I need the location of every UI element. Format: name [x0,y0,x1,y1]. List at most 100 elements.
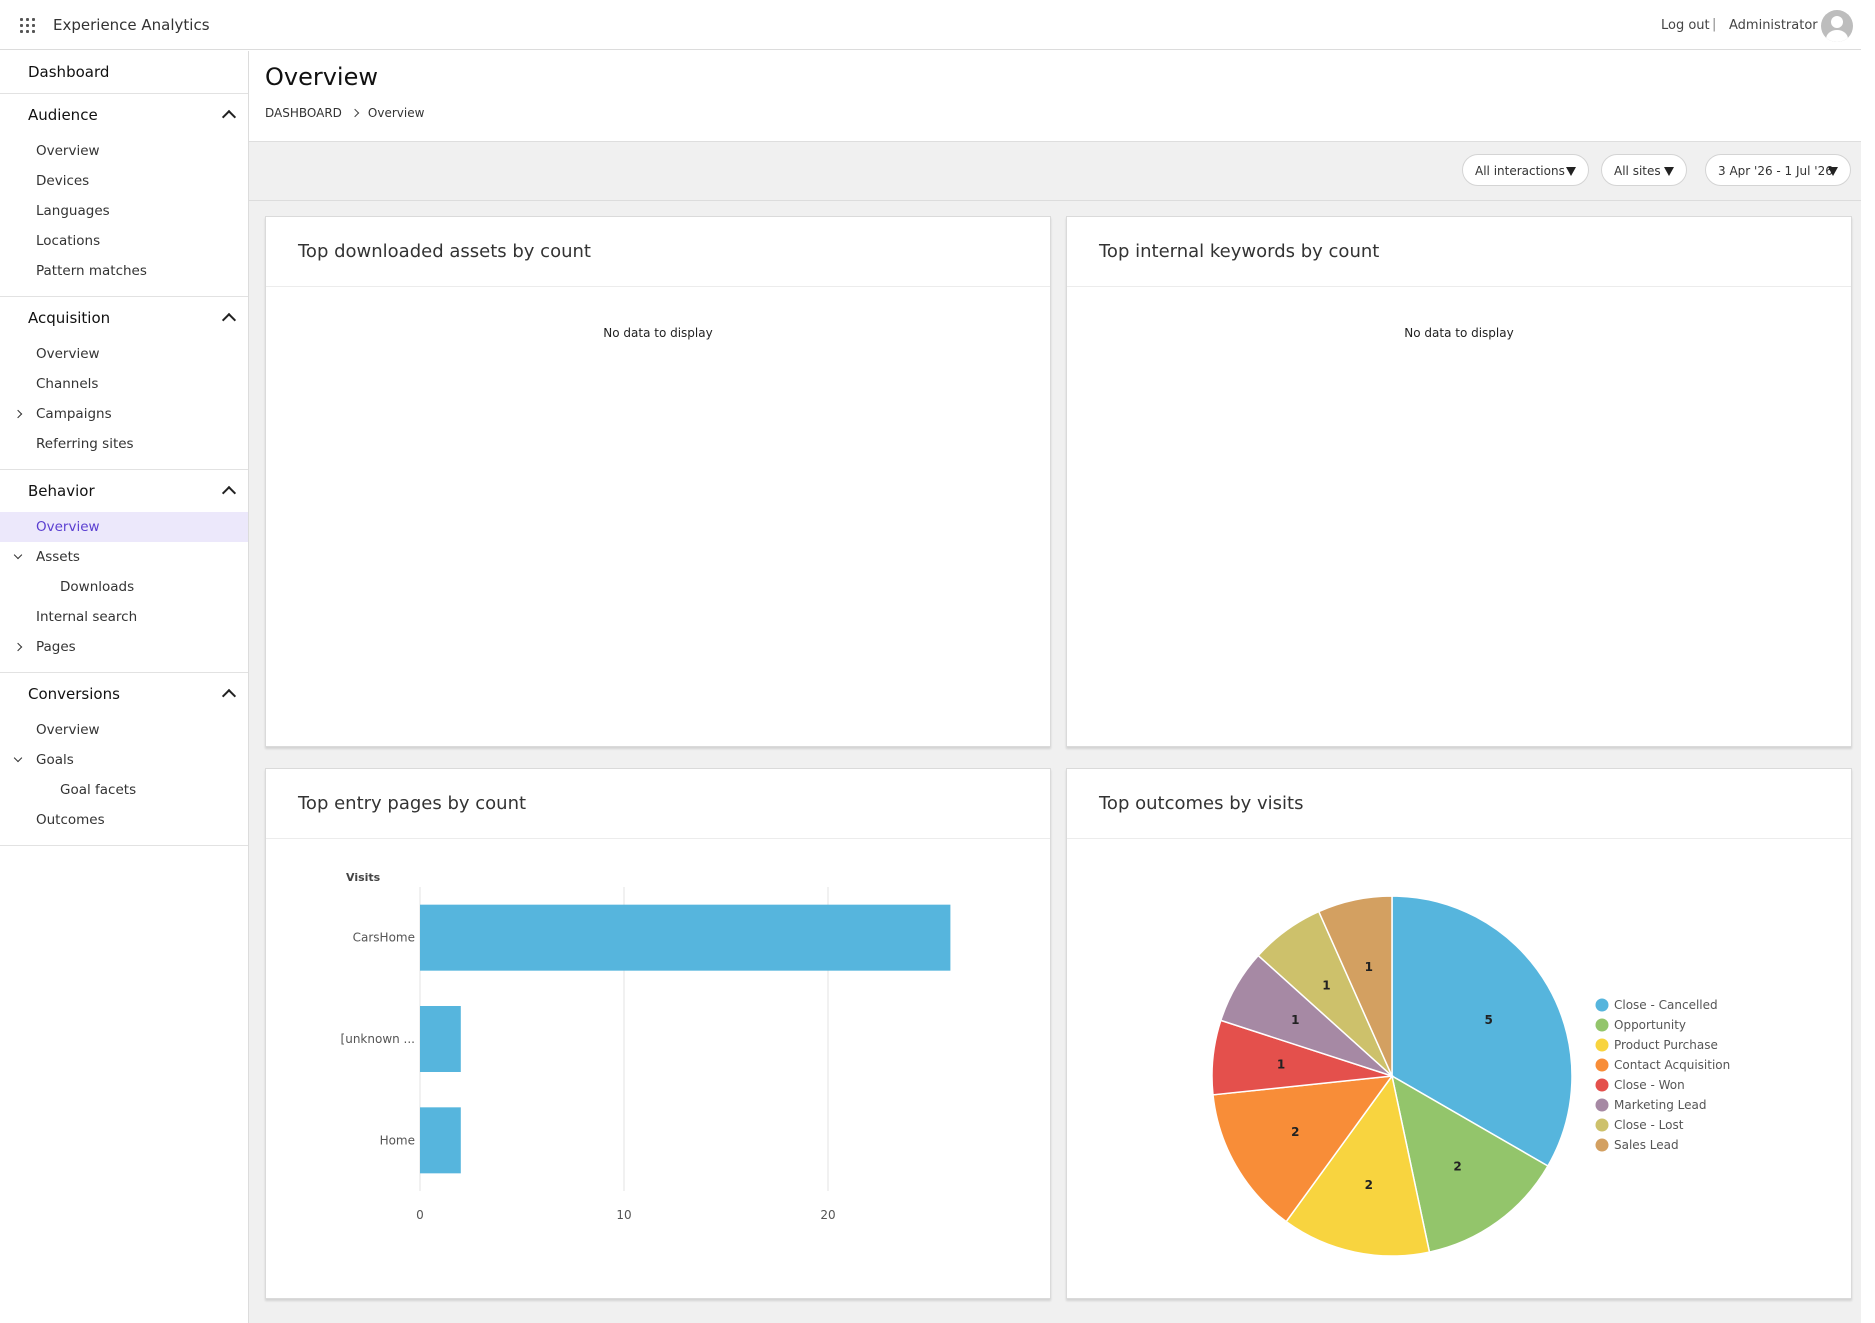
pie-slice [1212,1075,1394,1223]
sidebar-heading-label: Acquisition [28,309,111,327]
card-divider [266,838,1050,839]
category-label: CarsHome [353,931,415,945]
user-avatar-icon[interactable] [1821,10,1853,42]
card-top-downloaded-assets: Top downloaded assets by count No data t… [265,216,1051,747]
no-data-message: No data to display [1404,326,1514,340]
page-header: Overview DASHBOARD Overview [249,51,1861,142]
card-divider [266,286,1050,287]
chevron-up-icon [221,312,237,328]
logout-link[interactable]: Log out [1661,18,1710,33]
sidebar-heading-acquisition[interactable]: Acquisition [0,297,248,339]
filter-bar: All interactions All sites 3 Apr '26 - 1… [249,142,1861,201]
sidebar-item-assets[interactable]: Assets [0,542,248,572]
sidebar-item-behavior-overview[interactable]: Overview [0,512,248,542]
slice-value-label: 2 [1453,1159,1461,1173]
sidebar-item-campaigns[interactable]: Campaigns [0,399,248,429]
sidebar-item-languages[interactable]: Languages [36,203,110,219]
interactions-filter-label: All interactions [1475,164,1565,178]
sidebar-item-conversions-overview[interactable]: Overview [36,722,100,738]
legend-label: Close - Cancelled [1614,998,1718,1012]
category-label: [unknown ... [341,1032,415,1046]
sidebar-dashboard[interactable]: Dashboard [0,51,248,94]
legend-label: Marketing Lead [1614,1098,1706,1112]
card-top-internal-keywords: Top internal keywords by count No data t… [1066,216,1852,747]
legend-swatch [1595,1078,1609,1092]
sidebar-item-internal-search[interactable]: Internal search [36,609,138,625]
card-divider [1067,286,1851,287]
sidebar-item-goal-facets[interactable]: Goal facets [60,782,137,798]
dropdown-arrow-icon [1828,167,1838,176]
legend-swatch [1595,1118,1609,1132]
separator: | [1712,17,1717,32]
bar [420,1006,461,1072]
no-data-message: No data to display [603,326,713,340]
date-range-filter[interactable]: 3 Apr '26 - 1 Jul '26 [1705,154,1851,186]
sidebar-item-referring-sites[interactable]: Referring sites [36,436,134,452]
sites-filter-label: All sites [1614,164,1661,178]
sidebar-item-outcomes[interactable]: Outcomes [36,812,105,828]
legend-swatch [1595,1138,1609,1152]
sidebar-item-devices[interactable]: Devices [36,173,90,189]
sidebar-item-label: Assets [36,549,80,565]
chevron-down-icon[interactable] [13,753,23,763]
legend-label: Close - Won [1614,1078,1685,1092]
sidebar-heading-label: Behavior [28,482,95,500]
sidebar-item-audience-overview[interactable]: Overview [36,143,100,159]
sidebar-section-conversions: Conversions Overview Goals Goal facets O… [0,673,248,846]
bar [420,1107,461,1174]
card-title: Top outcomes by visits [1099,793,1304,814]
interactions-filter[interactable]: All interactions [1462,154,1589,186]
chevron-up-icon [221,485,237,501]
sidebar-item-pages[interactable]: Pages [0,632,248,662]
sidebar-item-locations[interactable]: Locations [36,233,101,249]
x-tick-label: 10 [616,1208,631,1222]
chevron-right-icon [350,108,360,118]
slice-value-label: 2 [1291,1125,1299,1139]
card-title: Top downloaded assets by count [298,241,591,262]
legend-swatch [1595,1018,1609,1032]
slice-value-label: 1 [1291,1013,1299,1027]
sidebar-item-goals[interactable]: Goals [0,745,248,775]
entry-pages-bar-chart: 0 10 20 Visits CarsHome [unknown ... Home [341,871,951,1222]
chevron-right-icon[interactable] [13,642,23,652]
legend-swatch [1595,1038,1609,1052]
legend-swatch [1595,1098,1609,1112]
card-title: Top internal keywords by count [1099,241,1380,262]
series-label: Visits [346,871,381,884]
legend-label: Opportunity [1614,1018,1686,1032]
sites-filter[interactable]: All sites [1601,154,1687,186]
sidebar-heading-behavior[interactable]: Behavior [0,470,248,512]
sidebar-item-acquisition-overview[interactable]: Overview [36,346,100,362]
main-content: Overview DASHBOARD Overview All interacti… [249,51,1861,1323]
pie-slice [1285,1074,1431,1257]
breadcrumb-dashboard-link[interactable]: DASHBOARD [265,106,342,120]
bar [420,904,951,971]
sidebar-item-pattern-matches[interactable]: Pattern matches [36,263,147,279]
sidebar-item-downloads[interactable]: Downloads [60,579,135,595]
user-name: Administrator [1729,18,1818,33]
app-grid-icon[interactable] [20,18,36,34]
sidebar-section-audience: Audience Overview Devices Languages Loca… [0,94,248,297]
legend-label: Product Purchase [1614,1038,1718,1052]
sidebar-heading-conversions[interactable]: Conversions [0,673,248,715]
sidebar-item-channels[interactable]: Channels [36,376,99,392]
x-tick-label: 20 [820,1208,835,1222]
chevron-down-icon[interactable] [13,550,23,560]
x-tick-label: 0 [416,1208,424,1222]
legend-label: Contact Acquisition [1614,1058,1730,1072]
app-title: Experience Analytics [53,16,210,34]
sidebar-heading-audience[interactable]: Audience [0,94,248,136]
legend-swatch [1595,1058,1609,1072]
slice-value-label: 1 [1277,1057,1285,1071]
sidebar-item-label: Pages [36,639,76,655]
category-label: Home [380,1133,415,1147]
card-title: Top entry pages by count [298,793,527,814]
pie-slice [1390,1074,1549,1253]
pie-slice [1317,895,1393,1077]
sidebar-section-acquisition: Acquisition Overview Channels Campaigns … [0,297,248,470]
outcomes-pie-chart: 5 2 2 2 1 1 1 1 Close - Cancelled Opportunity Prod… [1211,895,1730,1257]
chevron-up-icon [221,109,237,125]
slice-value-label: 2 [1365,1178,1373,1192]
chevron-right-icon[interactable] [13,409,23,419]
chevron-up-icon [221,688,237,704]
